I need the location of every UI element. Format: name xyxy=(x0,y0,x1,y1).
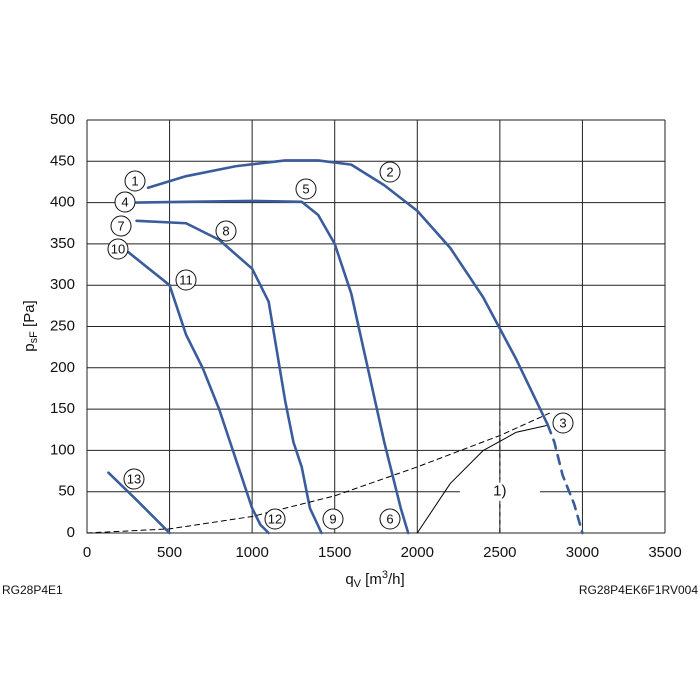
x-tick-label: 2000 xyxy=(401,544,434,561)
curve-marker xyxy=(295,178,317,200)
curve xyxy=(86,412,550,534)
x-tick-label: 0 xyxy=(83,544,91,561)
curve xyxy=(146,159,550,427)
x-tick-label: 3000 xyxy=(566,544,599,561)
x-tick-label: 1500 xyxy=(318,544,351,561)
curve xyxy=(135,199,410,535)
curve xyxy=(107,471,171,535)
x-label-sub: V xyxy=(354,578,362,590)
note: 1) xyxy=(493,483,506,500)
y-axis-label: psF [Pa] xyxy=(21,300,40,351)
x-tick-label: 2500 xyxy=(483,544,516,561)
y-tick-label: 0 xyxy=(67,524,75,541)
curve-marker xyxy=(264,508,286,530)
y-tick-label: 150 xyxy=(50,400,75,417)
x-label-part: [m xyxy=(361,571,382,588)
curve xyxy=(135,219,323,535)
curve-marker xyxy=(123,468,145,490)
curve-marker-label: 9 xyxy=(329,511,336,526)
curve-marker-label: 8 xyxy=(222,223,229,238)
curve-marker-label: 2 xyxy=(386,164,393,179)
x-tick-label: 500 xyxy=(157,544,182,561)
curve-marker-label: 3 xyxy=(559,415,566,430)
curve-marker-label: 11 xyxy=(179,272,193,287)
y-tick-label: 200 xyxy=(50,359,75,376)
curve xyxy=(416,425,547,534)
curve-marker-label: 4 xyxy=(121,194,128,209)
curve-marker xyxy=(322,508,344,530)
x-axis-label: qV [m3/h] xyxy=(345,569,404,590)
curve xyxy=(546,423,584,535)
curve-marker-label: 12 xyxy=(268,511,282,526)
footer-left: RG28P4E1 xyxy=(2,583,63,597)
curve-marker-label: 1 xyxy=(131,173,138,188)
y-label-part: p xyxy=(21,343,38,351)
y-label-part: [Pa] xyxy=(21,300,38,331)
curve-marker xyxy=(175,269,197,291)
curve-marker-label: 6 xyxy=(386,511,393,526)
x-label-sup: 3 xyxy=(382,569,388,581)
curve-marker-label: 10 xyxy=(111,241,125,256)
curve-marker xyxy=(124,170,146,192)
y-tick-label: 50 xyxy=(58,483,75,500)
curve-marker xyxy=(110,215,132,237)
curve-marker-label: 7 xyxy=(117,218,124,233)
curve-marker xyxy=(107,238,129,260)
x-label-part: q xyxy=(345,571,353,588)
y-tick-label: 250 xyxy=(50,317,75,334)
curve-marker xyxy=(379,161,401,183)
y-tick-label: 450 xyxy=(50,152,75,169)
curve-marker xyxy=(552,412,574,434)
y-tick-label: 100 xyxy=(50,441,75,458)
curve-marker-label: 13 xyxy=(127,471,141,486)
curve-marker-label: 5 xyxy=(302,181,309,196)
curve-marker xyxy=(379,508,401,530)
footer-right: RG28P4EK6F1RV004 xyxy=(579,583,699,597)
y-tick-label: 500 xyxy=(50,111,75,128)
curve xyxy=(126,250,270,535)
y-tick-label: 400 xyxy=(50,194,75,211)
x-tick-label: 3500 xyxy=(648,544,681,561)
curve-marker xyxy=(215,220,237,242)
y-label-sub: sF xyxy=(28,331,40,344)
y-tick-label: 300 xyxy=(50,276,75,293)
y-tick-label: 350 xyxy=(50,235,75,252)
note-bg xyxy=(459,482,540,501)
x-label-part: /h] xyxy=(388,571,405,588)
curve-marker xyxy=(114,191,136,213)
x-tick-label: 1000 xyxy=(235,544,268,561)
